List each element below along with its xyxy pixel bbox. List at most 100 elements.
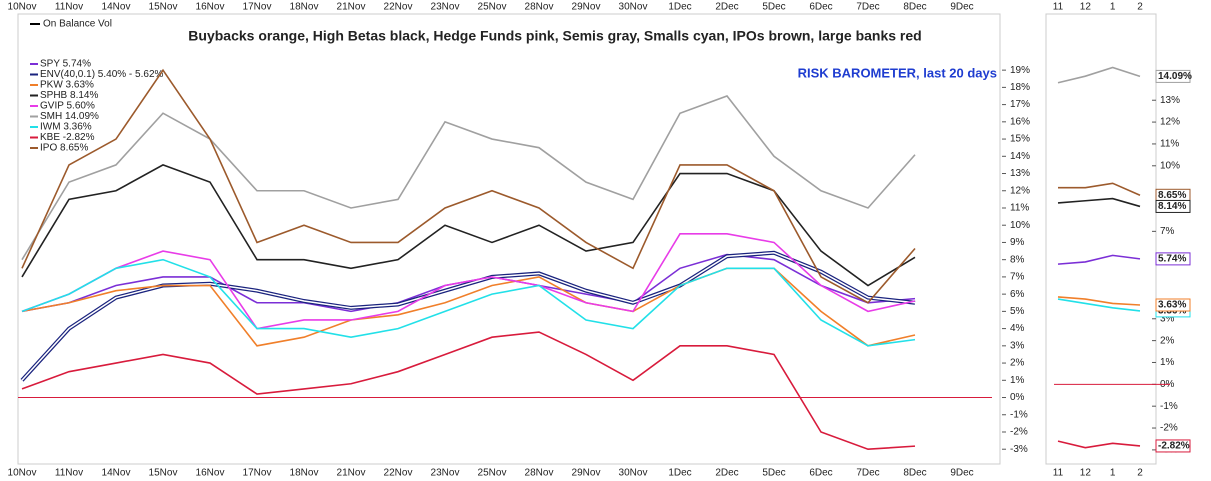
x-tick-label: 7Dec: [856, 468, 879, 479]
x-tick-label: 30Nov: [619, 2, 648, 13]
x-tick-label: 23Nov: [431, 2, 460, 13]
legend-label: SPY 5.74%: [40, 59, 91, 70]
x-tick-label: 14Nov: [102, 468, 131, 479]
chart-title: Buybacks orange, High Betas black, Hedge…: [188, 28, 921, 44]
panel-frame: [1045, 13, 1157, 465]
y-tick-label: 5%: [1010, 306, 1025, 317]
legend-label: PKW 3.63%: [40, 80, 94, 91]
y-tick-label: -2%: [1010, 427, 1028, 438]
x-tick-label: 6Dec: [809, 468, 832, 479]
x-tick-label: 22Nov: [384, 468, 413, 479]
value-label-box: [1155, 69, 1191, 83]
series-line: [21, 95, 916, 261]
x-tick-label: 9Dec: [950, 2, 973, 13]
y-tick-label: 1%: [1160, 357, 1175, 368]
y-tick-label: 11%: [1160, 139, 1179, 150]
y-tick-label: 10%: [1160, 160, 1180, 171]
series-line: [1057, 296, 1141, 306]
x-tick-label: 29Nov: [572, 468, 601, 479]
series-line: [1057, 66, 1141, 84]
legend-label: GVIP 5.60%: [40, 101, 95, 112]
y-tick-label: -1%: [1010, 409, 1028, 420]
y-tick-label: 16%: [1010, 116, 1030, 127]
y-tick-label: 10%: [1010, 220, 1030, 231]
value-label: 5.74%: [1158, 254, 1186, 265]
y-tick-label: 11%: [1010, 203, 1029, 214]
value-label-box: [1155, 298, 1191, 312]
y-tick-label: 14%: [1010, 151, 1030, 162]
x-tick-label: 28Nov: [525, 468, 554, 479]
value-label: 14.09%: [1158, 71, 1192, 82]
x-tick-label: 1: [1110, 468, 1116, 479]
series-line: [21, 331, 916, 451]
x-tick-label: 1Dec: [668, 2, 691, 13]
y-tick-label: -3%: [1010, 444, 1028, 455]
x-tick-label: 9Dec: [950, 468, 973, 479]
x-tick-label: 2: [1137, 2, 1143, 13]
legend-label: ENV(40,0.1) 5.40% - 5.62%: [40, 69, 164, 80]
y-tick-label: 3%: [1010, 340, 1025, 351]
series-line: [1057, 298, 1141, 312]
x-tick-label: 10Nov: [8, 2, 37, 13]
y-tick-label: 3%: [1160, 313, 1175, 324]
y-tick-label: 15%: [1010, 134, 1030, 145]
value-label-box: [1155, 199, 1191, 213]
x-tick-label: 23Nov: [431, 468, 460, 479]
value-label-box: [1155, 252, 1191, 266]
series-line: [21, 164, 916, 287]
y-tick-label: 12%: [1010, 185, 1030, 196]
y-tick-label: -2%: [1160, 423, 1178, 434]
y-tick-label: 12%: [1160, 117, 1180, 128]
x-tick-label: 2: [1137, 468, 1143, 479]
x-tick-label: 8Dec: [903, 468, 926, 479]
legend-label: SPHB 8.14%: [40, 90, 98, 101]
legend-label: IPO 8.65%: [40, 143, 88, 154]
x-tick-label: 28Nov: [525, 2, 554, 13]
value-label: 3.63%: [1158, 300, 1186, 311]
y-tick-label: 4%: [1010, 323, 1025, 334]
y-tick-label: 2%: [1160, 335, 1175, 346]
value-label-box: [1155, 439, 1191, 453]
x-tick-label: 5Dec: [762, 468, 785, 479]
x-tick-label: 16Nov: [196, 2, 225, 13]
y-tick-label: 13%: [1010, 168, 1030, 179]
x-tick-label: 18Nov: [290, 468, 319, 479]
x-tick-label: 16Nov: [196, 468, 225, 479]
annotation: RISK BAROMETER, last 20 days: [798, 65, 997, 80]
y-tick-label: 1%: [1010, 375, 1025, 386]
x-tick-label: 22Nov: [384, 2, 413, 13]
x-tick-label: 21Nov: [337, 2, 366, 13]
series-line: [1058, 182, 1141, 197]
x-tick-label: 2Dec: [715, 468, 738, 479]
x-tick-label: 25Nov: [478, 2, 507, 13]
x-tick-label: 11Nov: [55, 2, 83, 13]
x-tick-label: 5Dec: [762, 2, 785, 13]
x-tick-label: 10Nov: [8, 468, 37, 479]
x-tick-label: 6Dec: [809, 2, 832, 13]
x-tick-label: 11: [1053, 2, 1064, 13]
x-tick-label: 30Nov: [619, 468, 648, 479]
y-tick-label: 17%: [1010, 99, 1030, 110]
x-tick-label: 8Dec: [903, 2, 926, 13]
x-tick-label: 21Nov: [337, 468, 366, 479]
x-tick-label: 1: [1110, 2, 1116, 13]
y-tick-label: 7%: [1160, 226, 1175, 237]
x-tick-label: 12: [1080, 2, 1092, 13]
value-label: 8.65%: [1158, 190, 1186, 201]
y-tick-label: 2%: [1010, 358, 1025, 369]
indicator-legend: On Balance Vol: [43, 19, 112, 30]
x-tick-label: 29Nov: [572, 2, 601, 13]
series-line: [21, 233, 916, 330]
x-tick-label: 15Nov: [149, 2, 178, 13]
y-tick-label: 19%: [1010, 65, 1030, 76]
y-tick-label: 6%: [1010, 289, 1025, 300]
plot-frame: [17, 13, 1001, 465]
y-tick-label: -1%: [1160, 401, 1178, 412]
x-tick-label: 17Nov: [243, 468, 272, 479]
x-tick-label: 18Nov: [290, 2, 319, 13]
legend-label: KBE -2.82%: [40, 132, 95, 143]
series-line: [1057, 197, 1141, 208]
value-label: 8.14%: [1158, 201, 1186, 212]
x-tick-label: 15Nov: [149, 468, 178, 479]
